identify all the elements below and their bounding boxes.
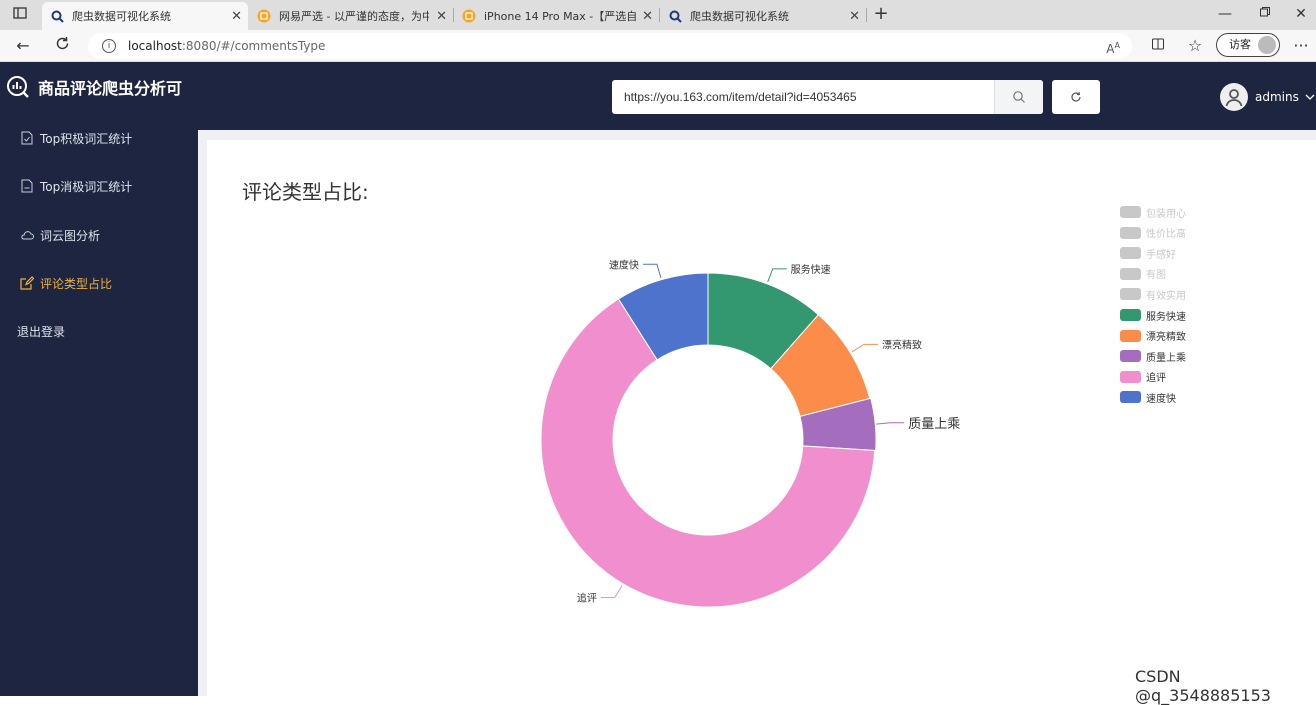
legend-label: 漂亮精致 — [1146, 332, 1186, 344]
info-icon[interactable]: i — [102, 39, 116, 53]
tab-title: 网易严选 - 以严谨的态度，为中国 — [279, 10, 429, 23]
back-icon[interactable]: ← — [16, 36, 30, 55]
legend-label: 速度快 — [1146, 393, 1176, 405]
legend-swatch — [1120, 206, 1141, 218]
legend-swatch — [1120, 370, 1141, 383]
sidebar-item-top-negative[interactable]: Top消极词汇统计 — [0, 162, 198, 210]
browser-tab[interactable]: iPhone 14 Pro Max -【严选自营 ✕ — [454, 2, 659, 30]
legend-item[interactable]: 速度快 — [1120, 390, 1176, 405]
legend-swatch — [1120, 288, 1141, 301]
legend-item[interactable]: 漂亮精致 — [1120, 329, 1186, 343]
legend-label: 手感好 — [1146, 249, 1176, 261]
sidebar-item-comment-type[interactable]: 评论类型占比 — [0, 259, 198, 307]
split-screen-icon[interactable] — [1148, 36, 1168, 55]
legend-swatch — [1120, 309, 1141, 321]
sidebar: Top积极词汇统计 Top消极词汇统计 词云图分析 评论类型占比 退出登录 — [0, 130, 198, 696]
page-title: 评论类型占比: — [242, 180, 369, 204]
legend-label: 包装用心 — [1146, 208, 1186, 220]
search-button[interactable] — [994, 80, 1043, 114]
sidebar-item-label: 词云图分析 — [40, 228, 101, 243]
legend-swatch — [1120, 391, 1141, 404]
legend-item[interactable]: 有效实用 — [1120, 287, 1186, 302]
sidebar-item-label: Top消极词汇统计 — [40, 179, 133, 194]
tab-title: 爬虫数据可视化系统 — [690, 10, 789, 23]
legend-swatch — [1120, 226, 1141, 239]
analytics-icon — [6, 75, 30, 99]
chart-card — [207, 140, 1316, 696]
search-icon — [1013, 91, 1025, 103]
legend-label: 有效实用 — [1146, 290, 1186, 302]
netease-icon — [257, 9, 271, 23]
profile-button[interactable]: 访客 — [1216, 33, 1280, 57]
sidebar-item-label: 评论类型占比 — [40, 276, 113, 291]
close-icon[interactable]: ✕ — [642, 9, 653, 24]
search-icon — [668, 9, 682, 23]
legend-swatch — [1120, 267, 1141, 280]
read-aloud-icon[interactable]: AA — [1106, 41, 1120, 56]
app-logo: 商品评论爬虫分析可 — [6, 75, 182, 99]
legend-item[interactable]: 手感好 — [1120, 246, 1176, 261]
legend-item[interactable]: 质量上乘 — [1120, 349, 1186, 364]
legend-item[interactable]: 包装用心 — [1120, 205, 1186, 220]
refresh-button[interactable] — [1052, 80, 1100, 114]
legend-label: 性价比高 — [1146, 229, 1186, 241]
close-icon[interactable]: ✕ — [436, 9, 447, 24]
browser-tab-bar: 爬虫数据可视化系统 ✕ 网易严选 - 以严谨的态度，为中国 ✕ iPhone 1… — [0, 0, 1316, 30]
cloud-icon — [20, 228, 34, 242]
browser-tab[interactable]: 爬虫数据可视化系统 ✕ — [660, 2, 866, 30]
document-icon — [20, 179, 34, 193]
document-icon — [20, 131, 34, 145]
legend-item[interactable]: 性价比高 — [1120, 226, 1186, 240]
app-header: 商品评论爬虫分析可 admins — [0, 62, 1316, 130]
profile-label: 访客 — [1229, 38, 1251, 51]
sidebar-item-top-positive[interactable]: Top积极词汇统计 — [0, 114, 198, 162]
url-path: :8080/#/commentsType — [181, 39, 326, 53]
legend-swatch — [1120, 247, 1141, 260]
logout-button[interactable]: 退出登录 — [0, 307, 198, 355]
legend-label: 质量上乘 — [1146, 352, 1186, 364]
browser-tab[interactable]: 爬虫数据可视化系统 ✕ — [42, 2, 248, 30]
edit-icon — [20, 276, 34, 290]
legend-label: 服务快速 — [1146, 311, 1186, 323]
window-close-icon[interactable]: ✕ — [1295, 6, 1307, 22]
watermark: CSDN @q_3548885153 — [1135, 667, 1271, 705]
favorites-icon[interactable]: ☆ — [1187, 36, 1203, 55]
user-menu[interactable]: admins — [1220, 83, 1315, 111]
app-title: 商品评论爬虫分析可 — [38, 79, 183, 98]
address-toolbar: ← i localhost:8080/#/commentsType AA ☆ 访… — [0, 30, 1316, 62]
restore-icon[interactable] — [1255, 6, 1275, 22]
user-avatar-icon — [1220, 83, 1248, 111]
refresh-icon — [1071, 92, 1081, 102]
avatar — [1258, 36, 1276, 54]
search-icon — [50, 9, 64, 23]
logout-label: 退出登录 — [17, 324, 66, 339]
chevron-down-icon — [1305, 90, 1315, 104]
address-bar[interactable]: i localhost:8080/#/commentsType AA — [88, 33, 1132, 59]
browser-tab[interactable]: 网易严选 - 以严谨的态度，为中国 ✕ — [249, 2, 453, 30]
sidebar-item-label: Top积极词汇统计 — [40, 131, 133, 146]
legend-swatch — [1120, 350, 1141, 363]
close-icon[interactable]: ✕ — [231, 9, 242, 24]
url-input[interactable] — [612, 80, 994, 114]
reload-icon[interactable] — [52, 36, 72, 55]
tab-title: iPhone 14 Pro Max -【严选自营 — [484, 10, 636, 23]
minimize-icon[interactable]: — — [1218, 6, 1232, 22]
sidebar-item-word-cloud[interactable]: 词云图分析 — [0, 211, 198, 259]
close-icon[interactable]: ✕ — [849, 9, 860, 24]
tab-title: 爬虫数据可视化系统 — [72, 10, 171, 23]
legend-item[interactable]: 服务快速 — [1120, 308, 1186, 323]
url-search-box — [612, 80, 1043, 114]
legend-item[interactable]: 有图 — [1120, 267, 1166, 281]
user-name: admins — [1255, 90, 1299, 104]
legend-item[interactable]: 追评 — [1120, 370, 1166, 384]
url-host: localhost — [128, 39, 182, 53]
more-icon[interactable]: ··· — [1293, 36, 1309, 55]
netease-icon — [462, 9, 476, 23]
sidebar-toggle-icon[interactable] — [10, 6, 30, 24]
legend-swatch — [1120, 329, 1141, 342]
legend-label: 追评 — [1146, 373, 1166, 385]
new-tab-icon[interactable]: + — [873, 3, 889, 24]
legend-label: 有图 — [1146, 270, 1166, 282]
